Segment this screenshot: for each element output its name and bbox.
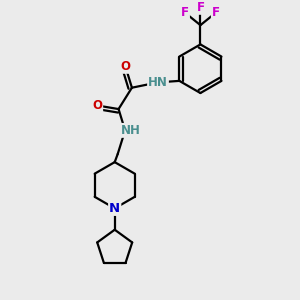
- Text: NH: NH: [121, 124, 141, 137]
- Text: N: N: [109, 202, 120, 215]
- Text: F: F: [181, 6, 189, 19]
- Text: HN: HN: [148, 76, 168, 89]
- Text: F: F: [212, 6, 220, 19]
- Text: F: F: [196, 1, 204, 14]
- Text: O: O: [92, 99, 102, 112]
- Text: O: O: [120, 60, 130, 73]
